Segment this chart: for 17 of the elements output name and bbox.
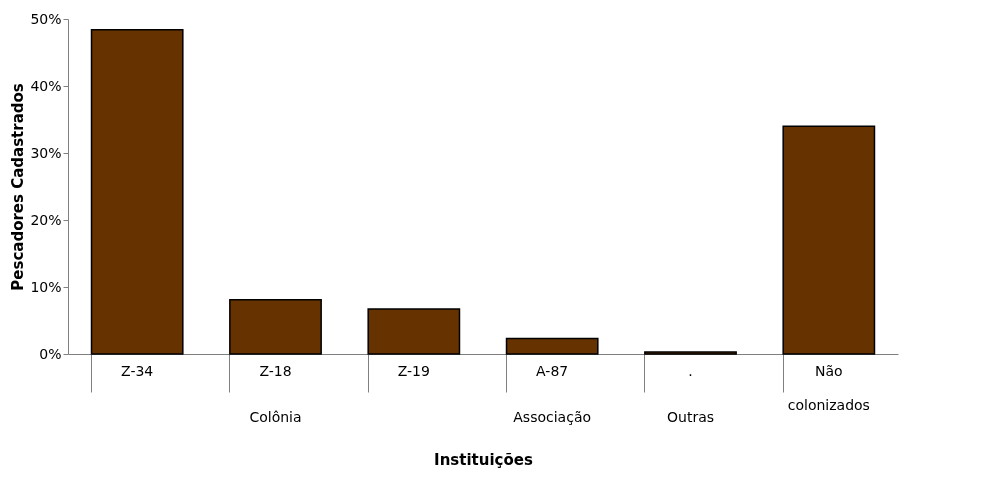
y-tick-label: 20% [30,211,62,228]
x-tick-label: Z-19 [397,362,430,379]
y-tick-label: 10% [30,278,62,295]
y-tick-label: 50% [30,10,62,27]
category-label: Não colonizados [787,362,870,413]
y-tick-label: 0% [39,345,62,362]
text: Outras [666,409,715,425]
y-tick-label: 40% [30,77,62,94]
x-tick-label: Z-34 [121,362,154,379]
x-axis-title: Instituições [434,450,533,469]
x-tick-label: Z-18 [259,362,292,379]
y-tick-label: 30% [30,144,62,161]
text: Associação [513,409,592,425]
text: Colônia [249,409,302,425]
x-tick-label: A-87 [536,362,569,379]
x-tick-label: . [688,362,693,379]
y-axis-title: Pescadores Cadastrados [9,83,28,291]
